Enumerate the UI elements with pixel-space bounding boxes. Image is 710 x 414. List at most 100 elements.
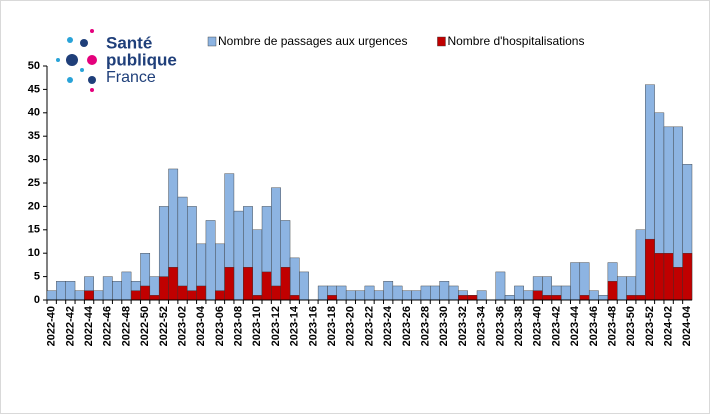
y-tick-label: 30 (28, 154, 40, 166)
bar (46, 290, 57, 301)
bar (514, 285, 524, 301)
bar (383, 281, 394, 301)
x-tick-label: 2022-48 (120, 306, 132, 346)
bar (532, 290, 543, 301)
bar (299, 271, 309, 301)
x-tick-label: 2022-44 (83, 305, 95, 346)
y-tick-label: 15 (28, 224, 40, 236)
y-tick-label: 50 (28, 60, 40, 72)
y-tick-label: 25 (28, 177, 40, 189)
bar (402, 290, 412, 301)
legend-label: Nombre de passages aux urgences (218, 34, 407, 48)
x-tick-label: 2023-16 (307, 306, 319, 346)
bar (252, 229, 263, 301)
bar (448, 285, 459, 301)
bar (243, 267, 253, 301)
x-tick-label: 2023-06 (214, 306, 226, 346)
bar (345, 290, 356, 301)
x-tick-label: 2023-22 (363, 306, 375, 346)
bar (121, 271, 132, 301)
x-tick-label: 2023-52 (644, 306, 656, 346)
bar (102, 276, 113, 301)
bar (645, 238, 655, 301)
bar (635, 229, 646, 301)
bar (140, 285, 151, 301)
bar (233, 210, 244, 301)
bar (430, 285, 440, 301)
x-tick-label: 2023-34 (476, 305, 488, 346)
x-tick-label: 2023-04 (195, 305, 207, 346)
x-tick-label: 2023-26 (401, 306, 413, 346)
x-tick-label: 2023-18 (326, 306, 338, 346)
bar (336, 285, 347, 301)
bar (261, 271, 272, 301)
bar (682, 252, 693, 301)
x-tick-label: 2022-50 (139, 306, 151, 346)
logo-text: Santé (106, 33, 152, 52)
y-tick-label: 40 (28, 107, 40, 119)
bar (635, 295, 646, 301)
x-tick-label: 2023-02 (176, 306, 188, 346)
x-tick-label: 2023-08 (233, 306, 245, 346)
y-tick-label: 10 (28, 247, 40, 259)
bar (364, 285, 375, 301)
bar (420, 285, 431, 301)
x-tick-label: 2023-40 (532, 306, 544, 346)
x-tick-label: 2023-10 (251, 306, 263, 346)
x-tick-label: 2023-44 (569, 305, 581, 346)
x-tick-label: 2023-42 (550, 306, 562, 346)
bar (523, 290, 534, 301)
x-tick-label: 2023-24 (382, 305, 394, 346)
bar (570, 262, 581, 301)
bar (617, 276, 627, 301)
bar (112, 281, 122, 301)
y-tick-label: 0 (34, 294, 40, 306)
bar (280, 267, 291, 301)
bar (130, 290, 141, 301)
x-tick-label: 2023-14 (289, 305, 301, 346)
bar (158, 276, 169, 301)
x-tick-label: 2023-28 (419, 306, 431, 346)
x-tick-label: 2022-42 (64, 306, 76, 346)
bar (271, 187, 281, 301)
bar (467, 295, 478, 301)
bar (476, 290, 487, 301)
bar (598, 295, 609, 301)
bar (168, 267, 179, 301)
x-tick-label: 2023-20 (345, 306, 357, 346)
bar (373, 290, 384, 301)
bar (551, 295, 562, 301)
x-tick-label: 2023-48 (606, 306, 618, 346)
bar (673, 267, 683, 301)
bar (560, 285, 571, 301)
x-tick-label: 2023-46 (588, 306, 600, 346)
bar (84, 290, 94, 301)
x-tick-label: 2023-30 (438, 306, 450, 346)
x-tick-label: 2024-04 (681, 305, 693, 346)
bar (177, 196, 188, 301)
bar (289, 257, 300, 301)
bar (224, 267, 235, 301)
bar (654, 252, 665, 301)
bar (149, 295, 160, 301)
bar (187, 290, 197, 301)
x-tick-label: 2023-50 (625, 306, 637, 346)
bar (56, 281, 66, 301)
logo-text: publique (106, 50, 177, 69)
y-tick-label: 35 (28, 130, 40, 142)
bar (579, 295, 590, 301)
bar (252, 295, 263, 301)
bar (74, 290, 85, 301)
legend-label: Nombre d'hospitalisations (447, 34, 584, 48)
bar (439, 281, 450, 301)
bar (458, 295, 468, 301)
bar (355, 290, 366, 301)
bar (65, 281, 76, 301)
x-tick-label: 2023-12 (270, 306, 282, 346)
y-tick-label: 5 (34, 271, 40, 283)
x-tick-label: 2022-46 (102, 306, 114, 346)
y-tick-label: 20 (28, 200, 40, 212)
bar (392, 285, 403, 301)
